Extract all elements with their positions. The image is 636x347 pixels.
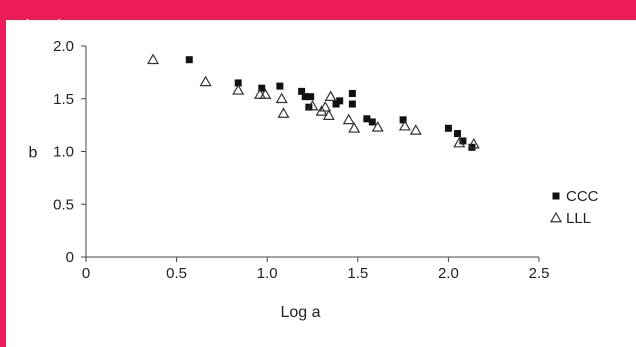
y-tick-label: 0.5 [53, 196, 74, 213]
y-tick-label: 1.0 [53, 144, 74, 161]
legend-label-ccc: CCC [566, 188, 599, 205]
x-axis-label: Log a [280, 304, 320, 321]
x-tick-label: 0.5 [166, 265, 187, 282]
x-tick-label: 2.5 [529, 265, 550, 282]
legend-marker-lll [549, 211, 563, 223]
data-point-ccc [348, 100, 356, 108]
x-tick-label: 1.0 [257, 265, 278, 282]
data-point-ccc [332, 100, 340, 108]
data-point-lll [306, 99, 319, 111]
data-point-ccc [399, 116, 407, 124]
y-tick-label: 1.5 [53, 91, 74, 108]
axes [85, 46, 539, 258]
data-point-lll [259, 88, 272, 99]
data-point-ccc [301, 93, 309, 101]
data-point-lll [319, 100, 332, 112]
data-points [147, 53, 480, 151]
data-point-ccc [459, 137, 467, 145]
data-point-lll [199, 75, 212, 87]
scatter-chart: 0 0.5 1.0 1.5 2.0 2.5 0 0.5 1.0 1.5 2.0 Log a b C… [29, 38, 599, 321]
data-point-lll [232, 84, 245, 95]
data-point-ccc [444, 124, 452, 132]
data-point-lll [371, 121, 384, 132]
x-tick-label: 1.5 [347, 265, 368, 282]
data-point-ccc [276, 82, 284, 90]
x-tick-label: 2.0 [438, 265, 459, 282]
data-point-lll [342, 113, 355, 125]
data-point-lll [324, 90, 337, 101]
legend-label-lll: LLL [566, 210, 591, 227]
data-point-lll [453, 136, 466, 148]
data-point-lll [409, 124, 422, 135]
data-point-ccc [368, 118, 376, 126]
data-point-ccc [453, 130, 461, 138]
data-point-lll [147, 53, 160, 65]
data-point-ccc [336, 97, 344, 105]
legend-marker-ccc [552, 192, 560, 200]
data-point-lll [467, 137, 480, 149]
y-axis-label: b [29, 145, 38, 162]
data-point-ccc [307, 93, 315, 101]
data-point-ccc [348, 89, 356, 97]
data-point-lll [322, 109, 335, 120]
data-point-ccc [298, 87, 306, 95]
data-point-lll [398, 119, 411, 131]
y-tick-label: 2.0 [53, 38, 74, 55]
data-point-ccc [185, 56, 193, 64]
x-ticks: 0 0.5 1.0 1.5 2.0 2.5 [82, 257, 550, 282]
data-point-lll [275, 92, 288, 104]
header-fragment-text: nsic...ght [10, 18, 71, 34]
legend: CCC LLL [549, 188, 599, 227]
x-tick-label: 0 [82, 265, 90, 282]
y-ticks: 0 0.5 1.0 1.5 2.0 [53, 38, 86, 266]
y-tick-label: 0 [66, 249, 74, 266]
data-point-ccc [363, 115, 371, 123]
data-point-ccc [234, 79, 242, 87]
data-point-lll [277, 107, 290, 118]
data-point-lll [348, 122, 361, 133]
data-point-ccc [258, 84, 266, 92]
chart-frame: nsic...ght 0 0.5 1.0 1.5 2.0 2.5 0 0.5 1.0 1.5 2.… [6, 18, 636, 347]
